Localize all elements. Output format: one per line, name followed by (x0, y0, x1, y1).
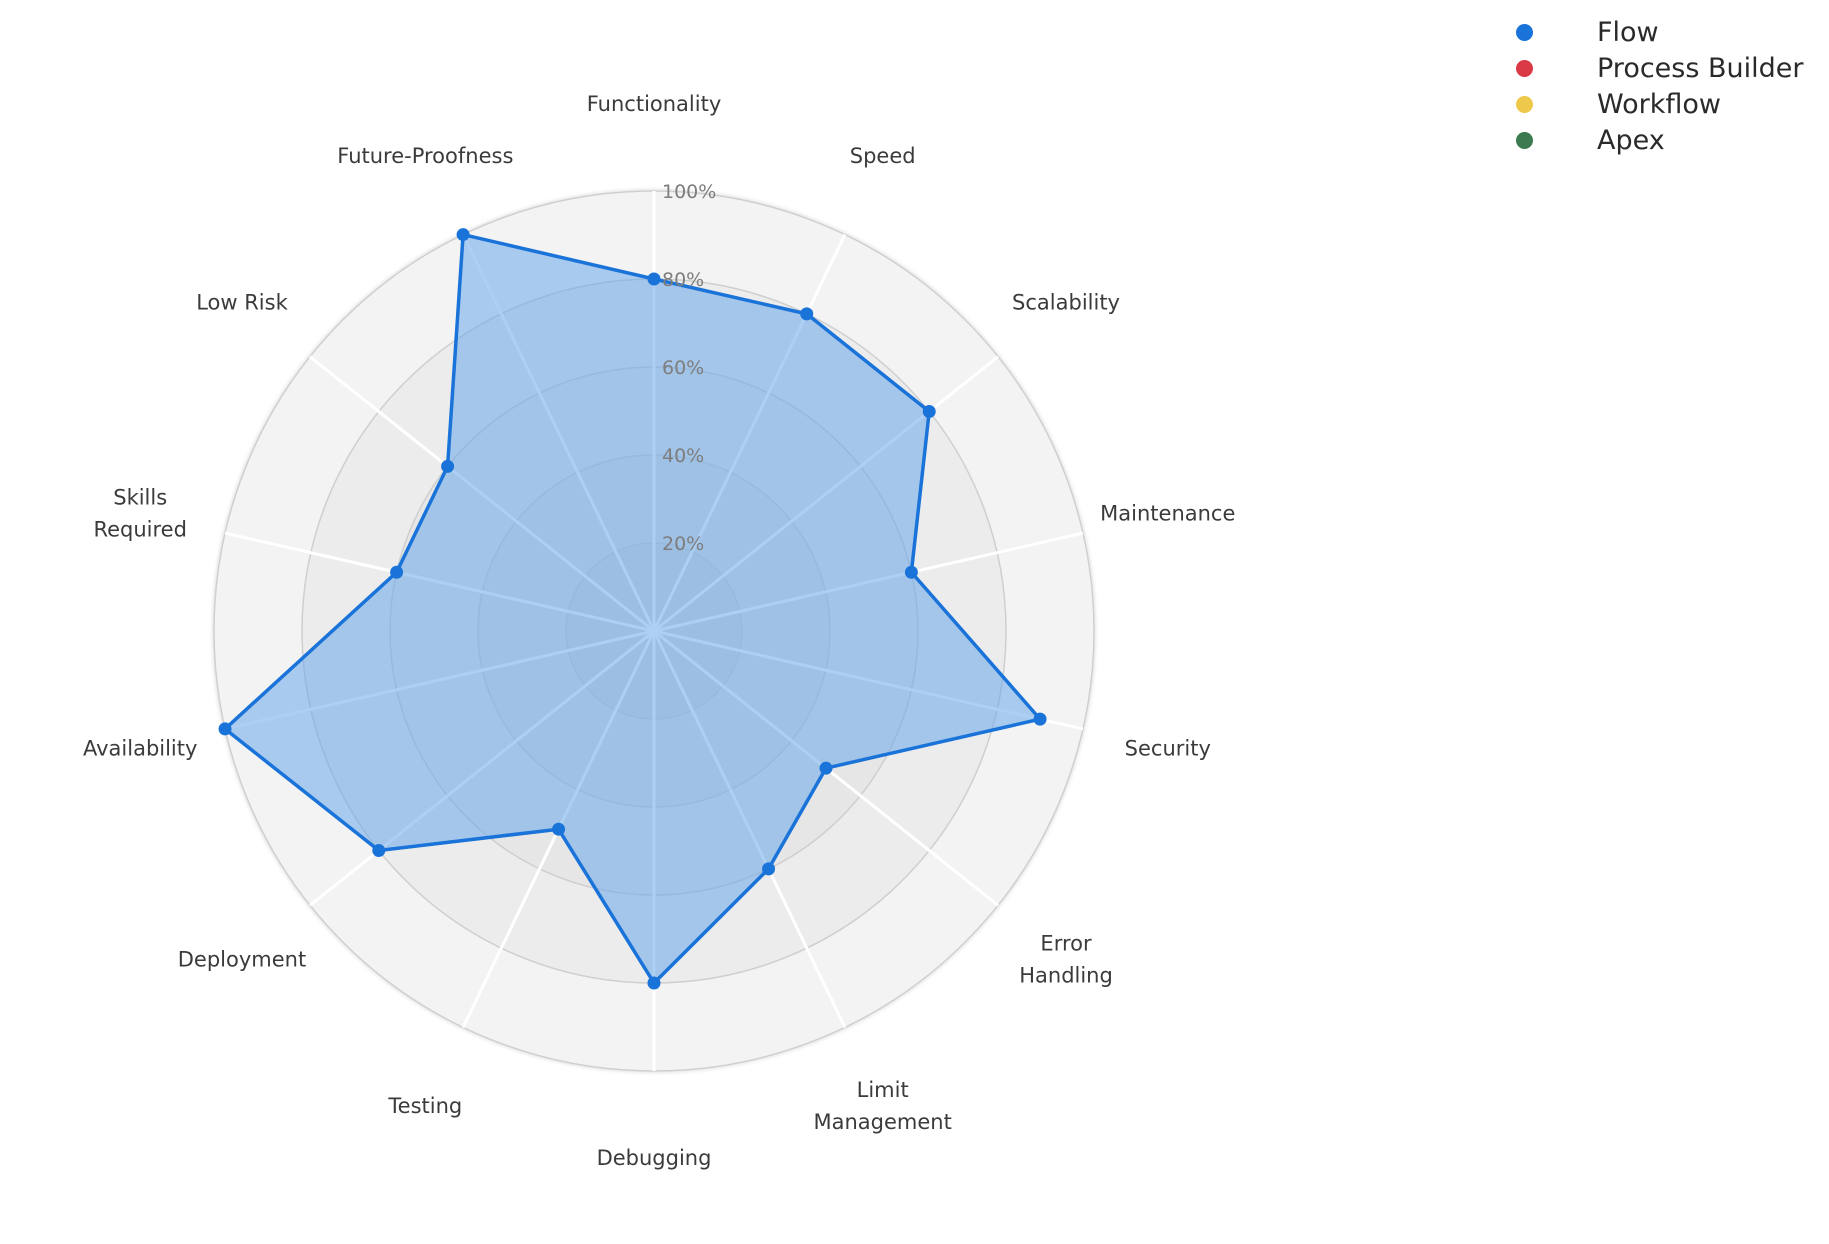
data-point-flow-testing (552, 822, 566, 836)
legend-marker-flow (1516, 23, 1533, 41)
legend-item-workflow[interactable]: Workflow (1510, 86, 1820, 122)
data-point-flow-scalability (922, 405, 936, 419)
legend-marker-process-builder (1516, 59, 1533, 77)
data-point-flow-speed (800, 307, 814, 321)
axis-label-speed: Speed (850, 144, 916, 168)
data-point-flow-future-proofness (456, 228, 470, 242)
data-point-flow-availability (218, 722, 232, 736)
data-point-flow-security (1033, 712, 1047, 726)
legend-item-flow[interactable]: Flow (1510, 14, 1820, 50)
axis-label-deployment: Deployment (178, 948, 306, 972)
axis-label-future-proofness: Future-Proofness (337, 144, 513, 168)
legend-marker-workflow (1516, 95, 1533, 113)
data-point-flow-maintenance (904, 565, 918, 579)
tick-label-100: 100% (662, 181, 716, 203)
legend-label-process-builder: Process Builder (1597, 52, 1804, 84)
legend-label-flow: Flow (1597, 16, 1659, 48)
tick-label-80: 80% (662, 269, 704, 291)
axis-label-low-risk: Low Risk (196, 290, 288, 314)
data-point-flow-low-risk (441, 459, 455, 473)
axis-label-availability: Availability (83, 736, 197, 760)
data-point-flow-debugging (647, 976, 661, 990)
legend: Flow Process Builder Workflow Apex (1510, 14, 1820, 158)
data-point-flow-skills-required (390, 565, 404, 579)
data-point-flow-deployment (372, 843, 386, 857)
tick-label-40: 40% (662, 445, 704, 467)
axis-label-functionality: Functionality (587, 92, 722, 116)
axis-label-security: Security (1125, 736, 1211, 760)
legend-marker-apex (1516, 131, 1533, 149)
axis-label-maintenance: Maintenance (1100, 502, 1235, 526)
axis-label-debugging: Debugging (597, 1146, 712, 1170)
axis-label-scalability: Scalability (1012, 290, 1120, 314)
axis-label-skills-required: Skills Required (93, 486, 186, 542)
legend-label-apex: Apex (1597, 124, 1665, 156)
data-point-flow-error-handling (819, 761, 833, 775)
data-point-flow-limit-management (762, 862, 776, 876)
legend-item-process-builder[interactable]: Process Builder (1510, 50, 1820, 86)
axis-label-limit-management: Limit Management (813, 1078, 951, 1134)
tick-label-60: 60% (662, 357, 704, 379)
legend-item-apex[interactable]: Apex (1510, 122, 1820, 158)
axis-label-error-handling: Error Handling (1019, 932, 1113, 988)
axis-label-testing: Testing (387, 1094, 462, 1118)
tick-label-20: 20% (662, 533, 704, 555)
data-point-flow-functionality (647, 272, 661, 286)
legend-label-workflow: Workflow (1597, 88, 1721, 120)
